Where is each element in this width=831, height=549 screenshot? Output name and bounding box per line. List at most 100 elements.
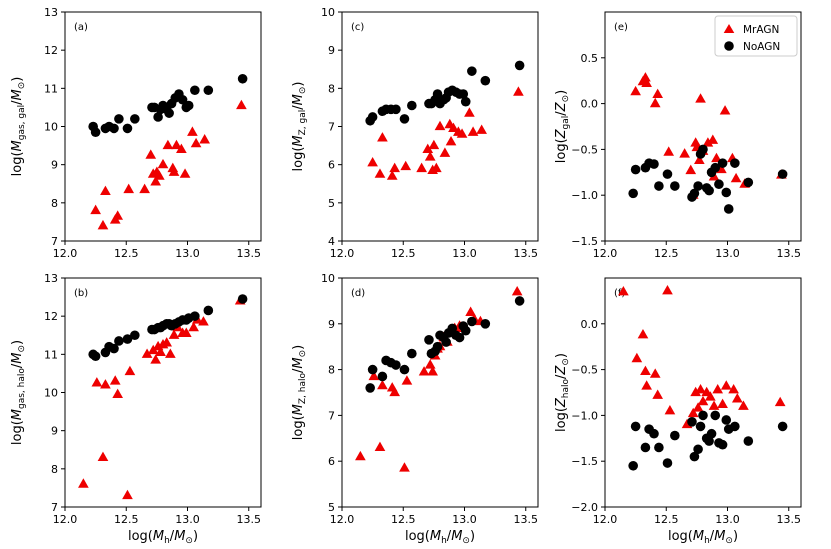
point-noagn — [190, 311, 200, 321]
point-noagn — [114, 336, 124, 346]
axes-frame — [64, 277, 262, 508]
y-tick-label: 11 — [44, 82, 58, 95]
y-axis-label: log(MZ, gal/M⊙) — [291, 82, 308, 172]
point-mragn — [112, 388, 124, 399]
point-mragn — [428, 139, 440, 150]
point-noagn — [695, 421, 706, 432]
point-noagn — [391, 360, 401, 370]
x-axis-label: log(Mh/M⊙) — [405, 529, 475, 546]
y-tick-label: 10 — [321, 6, 335, 19]
point-mragn — [719, 105, 731, 115]
point-mragn — [90, 204, 101, 215]
point-noagn — [704, 185, 714, 196]
point-noagn — [670, 181, 680, 191]
point-noagn — [630, 421, 641, 432]
y-axis-label: log(Mgas, halo/M⊙) — [10, 340, 27, 445]
x-tick-label: 13.0 — [175, 513, 200, 526]
point-noagn — [365, 383, 375, 393]
y-tick-label: 7 — [328, 121, 335, 134]
point-mragn — [720, 380, 732, 390]
point-mragn — [424, 151, 436, 161]
point-noagn — [467, 66, 477, 76]
y-tick-label: 5 — [328, 197, 335, 210]
point-mragn — [690, 137, 701, 147]
point-noagn — [514, 60, 525, 71]
x-tick-label: 13.5 — [237, 513, 262, 526]
point-mragn — [705, 391, 716, 401]
point-noagn — [693, 444, 703, 455]
x-tick-label: 13.5 — [237, 247, 262, 260]
y-tick-label: −1.5 — [571, 235, 598, 248]
point-noagn — [514, 296, 525, 306]
point-mragn — [662, 285, 673, 295]
point-mragn — [150, 354, 161, 364]
point-mragn — [176, 143, 187, 153]
point-mragn — [630, 85, 641, 96]
point-mragn — [434, 120, 446, 131]
legend-marker-mragn — [723, 24, 735, 33]
point-mragn — [679, 148, 690, 158]
point-mragn — [377, 379, 388, 390]
y-axis-label: log(Zgal/Z⊙) — [554, 90, 571, 163]
y-tick-label: 10 — [44, 387, 58, 400]
point-mragn — [663, 146, 675, 156]
point-noagn — [377, 371, 388, 382]
point-mragn — [198, 316, 209, 326]
point-noagn — [153, 112, 163, 122]
point-mragn — [774, 396, 786, 407]
panel-label: (a) — [74, 22, 88, 33]
point-noagn — [237, 294, 248, 304]
point-mragn — [693, 154, 705, 164]
point-mragn — [190, 137, 202, 148]
point-noagn — [628, 460, 638, 471]
point-mragn — [422, 143, 434, 153]
point-noagn — [649, 159, 659, 169]
point-noagn — [441, 337, 451, 347]
point-mragn — [513, 86, 524, 96]
point-mragn — [377, 132, 388, 142]
point-mragn — [367, 156, 378, 167]
axes-frame — [604, 277, 802, 508]
point-mragn — [155, 346, 166, 357]
point-noagn — [454, 332, 465, 343]
y-tick-label: −1.0 — [571, 189, 598, 202]
x-tick-label: 12.5 — [654, 513, 679, 526]
x-axis-label: log(Mh/M⊙) — [668, 529, 738, 546]
y-tick-label: 4 — [328, 235, 335, 248]
y-tick-label: −2.0 — [571, 501, 598, 514]
point-mragn — [399, 462, 410, 472]
y-tick-label: 0.0 — [581, 98, 599, 111]
y-tick-label: 8 — [328, 364, 335, 377]
point-mragn — [374, 168, 386, 178]
y-tick-label: 8 — [51, 197, 58, 210]
point-noagn — [689, 451, 700, 462]
x-tick-label: 12.0 — [330, 247, 355, 260]
x-tick-label: 13.0 — [175, 247, 200, 260]
point-noagn — [90, 351, 101, 362]
x-tick-label: 12.5 — [114, 247, 139, 260]
point-mragn — [685, 164, 697, 175]
panel-a: 12.0 12.5 13.0 13.5 7 8 9 10 11 12 13 (a) log(Mgas, … — [10, 6, 262, 260]
point-mragn — [368, 370, 380, 381]
point-mragn — [427, 366, 438, 376]
x-tick-label: 12.5 — [654, 247, 679, 260]
point-mragn — [416, 162, 427, 173]
point-mragn — [147, 344, 159, 355]
x-tick-label: 13.0 — [715, 247, 740, 260]
point-mragn — [430, 162, 442, 173]
y-tick-label: −1.5 — [571, 455, 598, 468]
point-noagn — [114, 114, 124, 124]
point-noagn — [467, 316, 477, 327]
point-mragn — [109, 375, 121, 385]
point-noagn — [710, 410, 721, 421]
point-noagn — [130, 330, 140, 341]
point-mragn — [692, 402, 704, 412]
x-tick-label: 12.0 — [593, 247, 618, 260]
point-mragn — [695, 93, 706, 103]
y-tick-label: 6 — [328, 455, 335, 468]
y-axis-label: log(MZ, halo/M⊙) — [291, 345, 308, 440]
point-noagn — [177, 94, 188, 105]
point-mragn — [91, 377, 103, 387]
point-mragn — [641, 77, 652, 88]
x-tick-label: 12.0 — [330, 513, 355, 526]
